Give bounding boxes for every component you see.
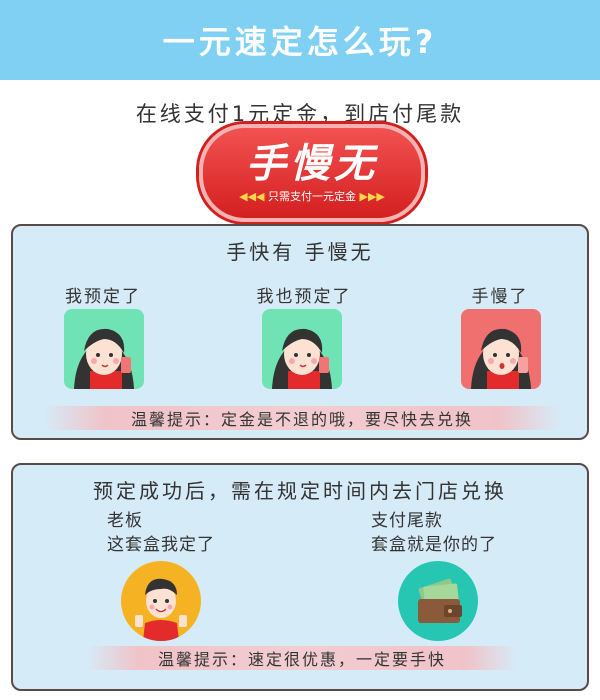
column-label-booked: 我预定了: [65, 287, 141, 307]
badge-subtitle: ◀◀◀ 只需支付一元定金 ▶▶▶: [239, 188, 385, 204]
panel-grab-fast: 手快有 手慢无 我预定了 我也预定了 手慢了: [11, 224, 589, 440]
page-title: 一元速定怎么玩?: [162, 23, 438, 61]
deposit-tip: 温馨提示：定金是不退的哦，要尽快去兑换: [43, 406, 561, 430]
deposit-tip-text: 温馨提示：定金是不退的哦，要尽快去兑换: [130, 410, 473, 429]
subtitle: 在线支付1元定金，到店付尾款: [135, 102, 465, 126]
girl-happy-avatar-icon-2: [262, 309, 342, 389]
customer-speech: 老板 这套盒我定了: [107, 509, 215, 557]
badge-subtitle-text: 只需支付一元定金: [268, 190, 356, 203]
speed-tip-text: 温馨提示：速定很优惠，一定要手快: [157, 650, 446, 669]
wallet-money-icon: [398, 561, 478, 641]
badge-title: 手慢无: [246, 141, 378, 187]
payment-speech: 支付尾款 套盒就是你的了: [371, 509, 497, 557]
payment-speech-line-2: 套盒就是你的了: [371, 535, 497, 555]
girl-sad-avatar-icon: [461, 309, 541, 389]
girl-happy-avatar-icon: [64, 309, 144, 389]
speed-tip: 温馨提示：速定很优惠，一定要手快: [87, 646, 517, 670]
customer-speech-line-1: 老板: [107, 511, 143, 531]
customer-speech-line-2: 这套盒我定了: [107, 535, 215, 555]
panel-heading-redeem: 预定成功后，需在规定时间内去门店兑换: [93, 479, 507, 503]
column-label-also-booked: 我也预定了: [256, 287, 352, 307]
boy-thumbs-up-icon: [121, 561, 201, 641]
panel-heading: 手快有 手慢无: [226, 240, 374, 264]
header-banner: 一元速定怎么玩?: [0, 0, 600, 80]
left-arrows-icon: ◀◀◀: [239, 190, 265, 203]
hurry-badge: 手慢无 ◀◀◀ 只需支付一元定金 ▶▶▶: [199, 124, 425, 222]
payment-speech-line-1: 支付尾款: [371, 511, 443, 531]
column-label-too-slow: 手慢了: [471, 287, 529, 307]
panel-redeem: 预定成功后，需在规定时间内去门店兑换 老板 这套盒我定了 支付尾款 套盒就是你的…: [11, 463, 589, 691]
right-arrows-icon: ▶▶▶: [359, 190, 385, 203]
